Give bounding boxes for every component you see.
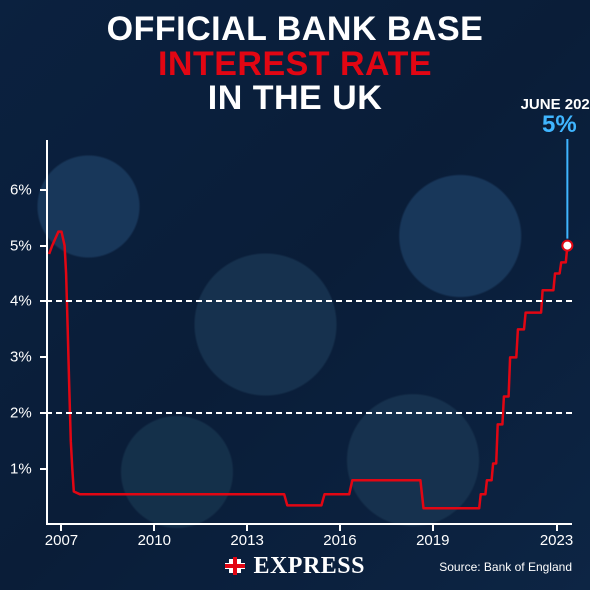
chart-area: 1%2%3%4%5%6%200720102013201620192023 JUN… bbox=[46, 145, 572, 525]
y-tick bbox=[40, 356, 46, 358]
y-axis-label: 2% bbox=[10, 405, 32, 422]
y-tick bbox=[40, 245, 46, 247]
x-tick bbox=[153, 525, 155, 531]
x-axis-label: 2013 bbox=[230, 532, 263, 549]
x-axis-label: 2007 bbox=[45, 532, 78, 549]
y-axis-label: 5% bbox=[10, 237, 32, 254]
gridline bbox=[46, 300, 572, 302]
crusader-icon bbox=[225, 557, 247, 575]
title-line3: IN THE UK bbox=[0, 81, 590, 116]
x-tick bbox=[432, 525, 434, 531]
source-text: Source: Bank of England bbox=[439, 560, 572, 574]
title-line1: OFFICIAL BANK BASE bbox=[0, 12, 590, 47]
y-axis-label: 6% bbox=[10, 181, 32, 198]
rate-line bbox=[49, 232, 567, 509]
brand-text: EXPRESS bbox=[253, 553, 365, 579]
x-tick bbox=[339, 525, 341, 531]
end-callout: JUNE 2023 5% bbox=[509, 97, 590, 138]
callout-label: JUNE 2023 bbox=[509, 97, 590, 112]
x-axis-label: 2019 bbox=[416, 532, 449, 549]
line-chart-svg bbox=[46, 145, 572, 525]
y-tick bbox=[40, 189, 46, 191]
title-line2: INTEREST RATE bbox=[0, 47, 590, 82]
y-tick bbox=[40, 468, 46, 470]
callout-value: 5% bbox=[509, 112, 590, 138]
x-tick bbox=[556, 525, 558, 531]
chart-title: OFFICIAL BANK BASE INTEREST RATE IN THE … bbox=[0, 0, 590, 116]
brand-logo: EXPRESS bbox=[225, 553, 365, 579]
y-axis-label: 4% bbox=[10, 293, 32, 310]
gridline bbox=[46, 412, 572, 414]
x-axis-label: 2010 bbox=[138, 532, 171, 549]
x-tick bbox=[60, 525, 62, 531]
y-axis-label: 3% bbox=[10, 349, 32, 366]
y-axis-label: 1% bbox=[10, 461, 32, 478]
x-axis-label: 2016 bbox=[323, 532, 356, 549]
end-marker bbox=[562, 241, 572, 251]
x-tick bbox=[246, 525, 248, 531]
x-axis-label: 2023 bbox=[540, 532, 573, 549]
